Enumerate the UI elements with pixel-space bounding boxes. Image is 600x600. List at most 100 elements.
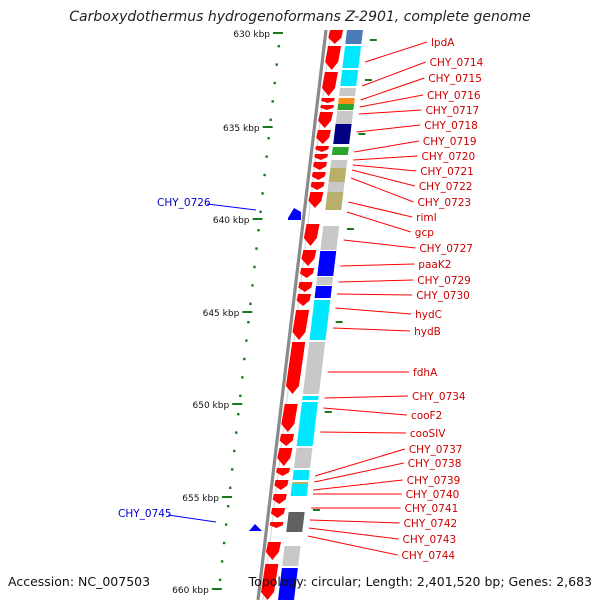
gene-label-chy_0727[interactable]: CHY_0727 — [419, 243, 473, 255]
gene-label-chy_0745[interactable]: CHY_0745 — [118, 508, 172, 520]
gene-label-chy_0716[interactable]: CHY_0716 — [427, 90, 481, 102]
gene-category-block[interactable] — [339, 88, 356, 96]
gene-arrow[interactable] — [310, 182, 325, 190]
gene-category-block[interactable] — [328, 168, 347, 182]
accession-label: Accession: NC_007503 — [8, 574, 151, 589]
gene-label-chy_0742[interactable]: CHY_0742 — [404, 518, 458, 530]
gene-arrow[interactable] — [311, 172, 326, 180]
reverse-gene-marker[interactable] — [249, 524, 262, 531]
gene-arrow[interactable] — [265, 542, 282, 560]
gene-label-chy_0721[interactable]: CHY_0721 — [420, 166, 474, 178]
reverse-gene-marker[interactable] — [288, 208, 301, 220]
gene-label-lpda[interactable]: lpdA — [431, 37, 455, 49]
gene-arrow[interactable] — [313, 162, 328, 170]
gene-category-block[interactable] — [309, 300, 331, 340]
gene-label-rimi[interactable]: rimI — [416, 212, 437, 224]
gene-label-paak2[interactable]: paaK2 — [418, 259, 451, 271]
gene-arrow[interactable] — [328, 30, 343, 44]
gene-category-block[interactable] — [317, 251, 337, 276]
gene-arrow[interactable] — [322, 72, 338, 96]
gene-arrow[interactable] — [298, 282, 313, 292]
gene-category-block[interactable] — [327, 182, 345, 192]
gene-category-block[interactable] — [331, 147, 349, 155]
gene-label-fdha[interactable]: fdhA — [413, 367, 438, 379]
gene-label-chy_0717[interactable]: CHY_0717 — [426, 105, 480, 117]
gene-leader-line — [338, 279, 414, 283]
gene-category-block[interactable] — [292, 470, 310, 480]
gene-arrow[interactable] — [296, 294, 312, 306]
gene-label-chy_0719[interactable]: CHY_0719 — [423, 136, 477, 148]
gene-label-chy_0714[interactable]: CHY_0714 — [430, 57, 484, 69]
gene-category-block[interactable] — [278, 568, 298, 600]
gene-label-chy_0739[interactable]: CHY_0739 — [407, 475, 461, 487]
gene-category-block[interactable] — [340, 70, 359, 86]
gene-arrow[interactable] — [281, 404, 298, 432]
gene-label-chy_0730[interactable]: CHY_0730 — [416, 290, 470, 302]
gene-label-chy_0723[interactable]: CHY_0723 — [418, 197, 472, 209]
gene-label-chy_0726[interactable]: CHY_0726 — [157, 197, 211, 209]
gene-label-chy_0715[interactable]: CHY_0715 — [428, 73, 482, 85]
gene-leader-line — [356, 124, 421, 133]
gene-label-chy_0740[interactable]: CHY_0740 — [406, 489, 460, 501]
gene-arrow[interactable] — [274, 480, 289, 490]
gene-category-block[interactable] — [296, 402, 318, 446]
gene-label-hydc[interactable]: hydC — [415, 309, 442, 321]
gene-category-block[interactable] — [325, 192, 344, 210]
gene-arrow[interactable] — [285, 342, 306, 394]
gene-label-chy_0729[interactable]: CHY_0729 — [417, 275, 471, 287]
gene-label-coof2[interactable]: cooF2 — [411, 410, 442, 422]
gene-category-block[interactable] — [342, 46, 362, 68]
gene-arrow[interactable] — [318, 112, 334, 128]
gene-arrow[interactable] — [301, 250, 317, 266]
gene-category-block[interactable] — [335, 111, 354, 124]
gene-arrow[interactable] — [292, 310, 310, 340]
gene-category-block[interactable] — [333, 124, 352, 144]
gene-label-chy_0738[interactable]: CHY_0738 — [408, 458, 462, 470]
gene-arrow[interactable] — [279, 434, 295, 446]
gene-arrow[interactable] — [314, 154, 328, 160]
gene-label-gcp[interactable]: gcp — [415, 227, 434, 239]
gene-category-block[interactable] — [320, 226, 340, 250]
gene-category-block[interactable] — [302, 342, 326, 394]
gene-arrow[interactable] — [316, 130, 331, 144]
gene-category-block[interactable] — [337, 104, 355, 110]
gene-category-block[interactable] — [294, 448, 313, 468]
gene-arrow[interactable] — [277, 448, 293, 466]
gene-label-chy_0734[interactable]: CHY_0734 — [412, 391, 466, 403]
gene-label-chy_0741[interactable]: CHY_0741 — [405, 503, 459, 515]
gene-arrow[interactable] — [269, 522, 284, 528]
scale-label: 645 kbp — [203, 309, 240, 319]
scale-dot — [277, 45, 280, 48]
gene-arrow[interactable] — [315, 146, 329, 152]
gene-category-block[interactable] — [330, 160, 348, 168]
gene-category-block[interactable] — [338, 98, 355, 104]
gene-label-hydb[interactable]: hydB — [414, 326, 441, 338]
gene-arrow[interactable] — [276, 468, 291, 476]
gene-arrow[interactable] — [261, 564, 279, 600]
gene-label-coosiv[interactable]: cooSIV — [410, 428, 446, 440]
gene-arrow[interactable] — [270, 508, 286, 518]
gene-arrow[interactable] — [272, 494, 287, 504]
gene-category-block[interactable] — [302, 396, 319, 400]
gene-arrow[interactable] — [299, 268, 315, 278]
gene-label-chy_0720[interactable]: CHY_0720 — [422, 151, 476, 163]
gene-arrow[interactable] — [320, 105, 334, 110]
gene-arrow[interactable] — [308, 192, 324, 208]
gene-category-block[interactable] — [282, 546, 301, 566]
gene-label-chy_0737[interactable]: CHY_0737 — [409, 444, 463, 456]
gene-category-block[interactable] — [290, 484, 309, 496]
gene-category-block[interactable] — [345, 30, 363, 44]
gene-category-block[interactable] — [286, 512, 305, 532]
scale-dot — [249, 302, 252, 305]
gene-arrow[interactable] — [325, 46, 342, 70]
gene-label-chy_0743[interactable]: CHY_0743 — [403, 534, 457, 546]
gene-label-chy_0718[interactable]: CHY_0718 — [424, 120, 478, 132]
gene-category-block[interactable] — [316, 277, 334, 285]
gene-label-chy_0722[interactable]: CHY_0722 — [419, 181, 473, 193]
gene-leader-line — [307, 535, 398, 556]
gene-label-chy_0744[interactable]: CHY_0744 — [402, 550, 456, 562]
gene-arrow[interactable] — [303, 224, 320, 246]
gene-arrow[interactable] — [321, 98, 335, 103]
gene-category-block[interactable] — [314, 286, 333, 298]
scale-dot — [269, 118, 272, 121]
